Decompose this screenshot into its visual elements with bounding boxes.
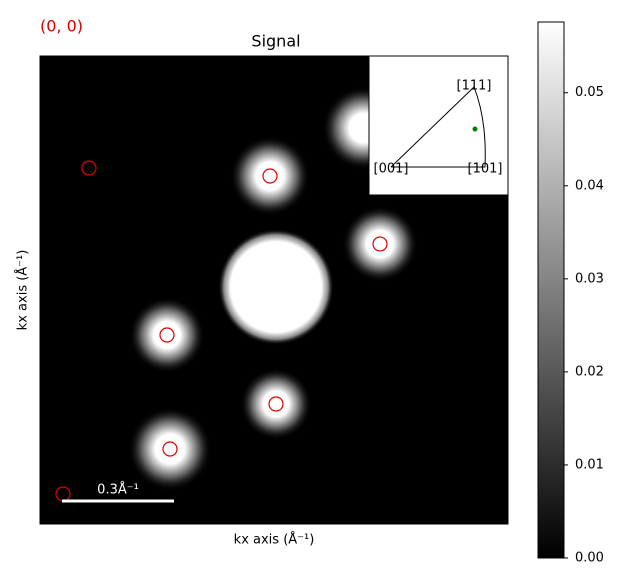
spot [218,229,334,345]
inset: [111] [001] [101] [368,55,509,196]
image-frame [39,55,509,525]
marker [162,441,178,457]
spot [128,407,212,491]
marker [262,168,278,184]
spot [129,297,205,373]
inset-frame [368,55,509,196]
marker [81,160,97,176]
chart-title: Signal [251,32,300,51]
inset-label: [001] [374,162,409,177]
inset-point [472,126,478,132]
colorbar-tick-label: 0.04 [575,178,604,193]
scale-bar-label: 0.3Å⁻¹ [97,482,139,498]
spot [342,206,418,282]
inset-triangle [390,86,486,168]
marker [268,396,284,412]
x-axis-label: kx axis (Å⁻¹) [234,532,315,548]
marker [372,236,388,252]
colorbar-tick-label: 0.01 [575,457,604,472]
colorbar-tick-label: 0.05 [575,85,604,100]
inset-label: [111] [457,79,492,94]
colorbar-tick-label: 0.03 [575,271,604,286]
spot [240,368,312,440]
annotation: (0, 0) [40,17,83,36]
colorbar-tick-label: 0.02 [575,364,604,379]
spot [230,136,310,216]
y-axis-label: kx axis (Å⁻¹) [15,250,31,331]
colorbar [537,21,565,559]
colorbar-tick-label: 0.00 [575,551,604,566]
inset-label: [101] [468,162,503,177]
marker [159,327,175,343]
